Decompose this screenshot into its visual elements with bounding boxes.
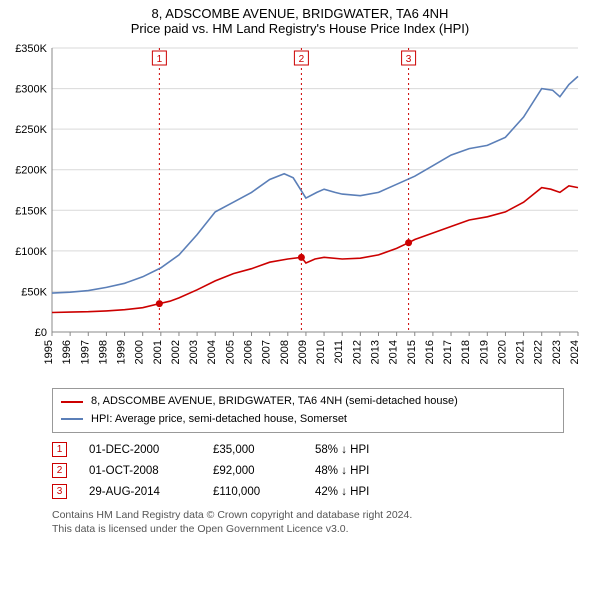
svg-text:1: 1: [157, 54, 163, 65]
legend-item: 8, ADSCOMBE AVENUE, BRIDGWATER, TA6 4NH …: [61, 393, 555, 411]
svg-text:2014: 2014: [388, 340, 400, 364]
sale-row: 3 29-AUG-2014 £110,000 42% ↓ HPI: [52, 481, 564, 502]
price-chart: £0 £50K £100K £150K £200K £250K £300K £350K 1995…: [8, 40, 592, 380]
sale-row: 1 01-DEC-2000 £35,000 58% ↓ HPI: [52, 439, 564, 460]
legend-item: HPI: Average price, semi-detached house,…: [61, 411, 555, 429]
svg-text:£100K: £100K: [15, 246, 47, 258]
svg-text:£250K: £250K: [15, 124, 47, 136]
svg-text:2006: 2006: [243, 340, 255, 364]
svg-text:1997: 1997: [79, 340, 91, 364]
svg-text:2003: 2003: [188, 340, 200, 364]
legend-label: 8, ADSCOMBE AVENUE, BRIDGWATER, TA6 4NH …: [91, 393, 458, 411]
svg-text:2019: 2019: [478, 340, 490, 364]
svg-text:2023: 2023: [551, 340, 563, 364]
svg-text:2001: 2001: [152, 340, 164, 364]
sales-table: 1 01-DEC-2000 £35,000 58% ↓ HPI 2 01-OCT-2008…: [52, 439, 564, 502]
svg-text:£150K: £150K: [15, 205, 47, 217]
svg-text:2015: 2015: [406, 340, 418, 364]
svg-text:2005: 2005: [224, 340, 236, 364]
svg-text:2021: 2021: [515, 340, 527, 364]
svg-text:2007: 2007: [261, 340, 273, 364]
sale-date: 29-AUG-2014: [89, 486, 191, 498]
svg-text:2016: 2016: [424, 340, 436, 364]
svg-text:3: 3: [406, 54, 412, 65]
svg-text:2012: 2012: [351, 340, 363, 364]
svg-text:£200K: £200K: [15, 165, 47, 177]
svg-text:1998: 1998: [97, 340, 109, 364]
sale-row: 2 01-OCT-2008 £92,000 48% ↓ HPI: [52, 460, 564, 481]
page-subtitle: Price paid vs. HM Land Registry's House …: [8, 21, 592, 36]
svg-text:2002: 2002: [170, 340, 182, 364]
sale-date: 01-DEC-2000: [89, 444, 191, 456]
sale-price: £110,000: [213, 486, 293, 498]
sale-badge: 3: [52, 484, 67, 499]
svg-text:1999: 1999: [116, 340, 128, 364]
svg-text:2024: 2024: [569, 340, 581, 364]
svg-text:2004: 2004: [206, 340, 218, 364]
svg-text:2009: 2009: [297, 340, 309, 364]
legend: 8, ADSCOMBE AVENUE, BRIDGWATER, TA6 4NH …: [52, 388, 564, 433]
svg-text:2: 2: [299, 54, 305, 65]
sale-badge: 2: [52, 463, 67, 478]
sale-diff: 58% ↓ HPI: [315, 444, 369, 456]
attribution: Contains HM Land Registry data © Crown c…: [52, 508, 564, 536]
svg-text:2017: 2017: [442, 340, 454, 364]
svg-text:2010: 2010: [315, 340, 327, 364]
svg-text:2020: 2020: [496, 340, 508, 364]
sale-price: £92,000: [213, 465, 293, 477]
svg-text:2018: 2018: [460, 340, 472, 364]
svg-text:2022: 2022: [533, 340, 545, 364]
sale-diff: 42% ↓ HPI: [315, 486, 369, 498]
legend-label: HPI: Average price, semi-detached house,…: [91, 411, 347, 429]
footer-line: This data is licensed under the Open Gov…: [52, 522, 564, 536]
svg-text:£300K: £300K: [15, 84, 47, 96]
svg-text:1996: 1996: [61, 340, 73, 364]
svg-text:2013: 2013: [369, 340, 381, 364]
sale-badge: 1: [52, 442, 67, 457]
sale-date: 01-OCT-2008: [89, 465, 191, 477]
footer-line: Contains HM Land Registry data © Crown c…: [52, 508, 564, 522]
svg-text:2000: 2000: [134, 340, 146, 364]
svg-text:£50K: £50K: [21, 286, 47, 298]
page-title: 8, ADSCOMBE AVENUE, BRIDGWATER, TA6 4NH: [8, 6, 592, 21]
svg-text:2011: 2011: [333, 340, 345, 364]
sale-price: £35,000: [213, 444, 293, 456]
svg-text:2008: 2008: [279, 340, 291, 364]
legend-swatch: [61, 418, 83, 420]
svg-text:£350K: £350K: [15, 43, 47, 55]
svg-text:£0: £0: [35, 327, 47, 339]
legend-swatch: [61, 401, 83, 403]
sale-diff: 48% ↓ HPI: [315, 465, 369, 477]
svg-text:1995: 1995: [43, 340, 55, 364]
